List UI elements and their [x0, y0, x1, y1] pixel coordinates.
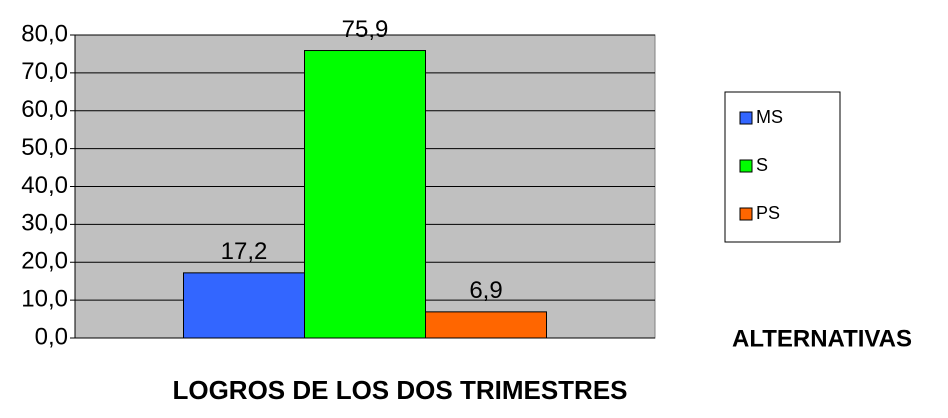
legend-title: ALTERNATIVAS [732, 325, 912, 352]
y-tick-label: 50,0 [21, 134, 68, 161]
y-tick-label: 0,0 [35, 323, 68, 350]
y-tick-label: 30,0 [21, 210, 68, 237]
y-tick-label: 40,0 [21, 172, 68, 199]
x-axis-title: LOGROS DE LOS DOS TRIMESTRES [172, 375, 627, 405]
y-tick-label: 80,0 [21, 20, 68, 47]
legend-label: MS [756, 107, 783, 127]
legend-label: PS [756, 203, 780, 223]
legend-label: S [756, 155, 768, 175]
legend-swatch [739, 207, 753, 221]
bar [425, 311, 547, 339]
y-tick-label: 70,0 [21, 58, 68, 85]
legend-swatch [739, 159, 753, 173]
data-label: 17,2 [221, 238, 268, 265]
data-label: 75,9 [342, 16, 389, 43]
bar [183, 272, 305, 339]
y-tick-label: 10,0 [21, 285, 68, 312]
legend-swatch [739, 111, 753, 125]
bar [304, 50, 426, 339]
data-label: 6,9 [469, 277, 502, 304]
y-tick-label: 60,0 [21, 96, 68, 123]
y-tick-label: 20,0 [21, 248, 68, 275]
